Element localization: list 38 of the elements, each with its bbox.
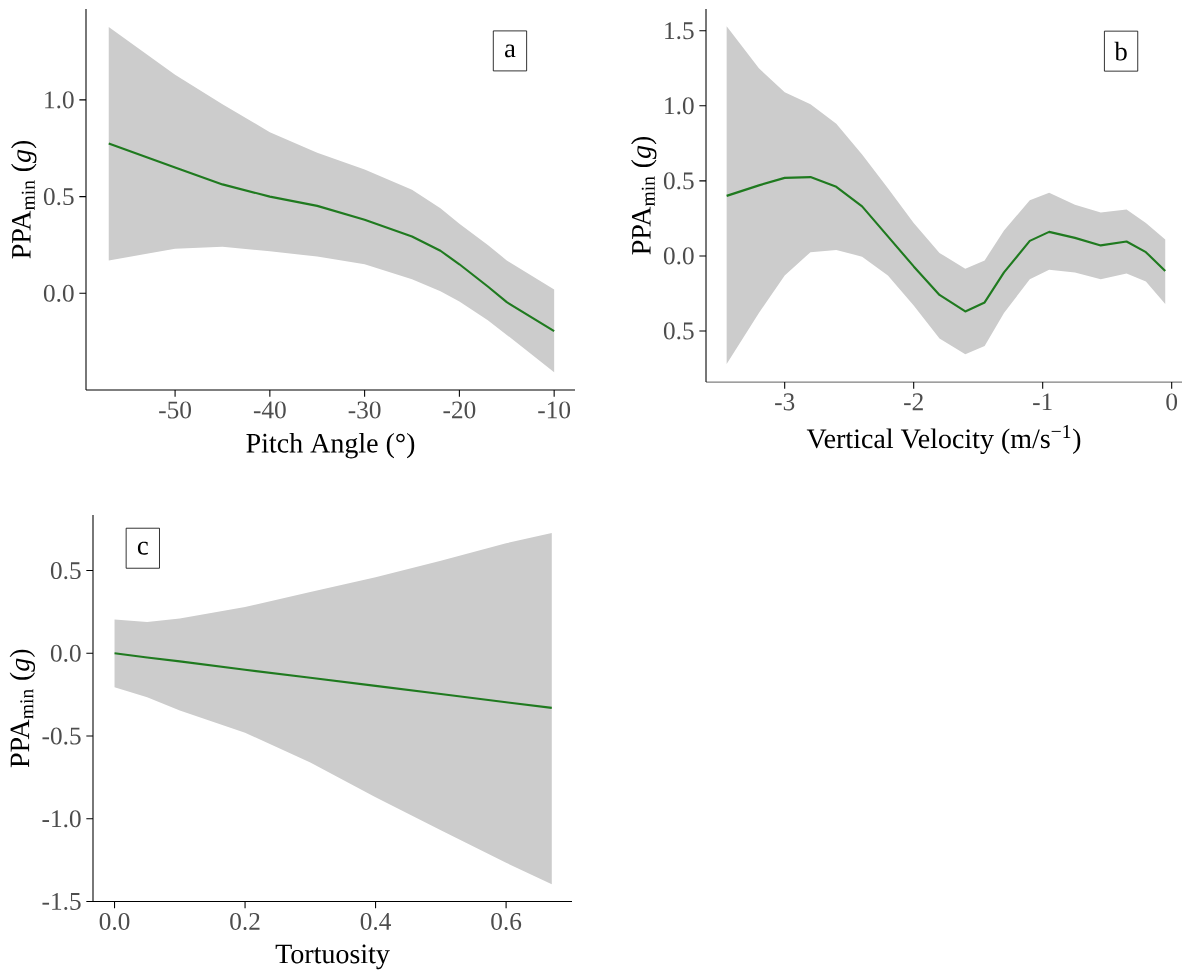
x-tick-label: -10 xyxy=(538,401,571,419)
annotation: b xyxy=(1114,41,1127,61)
x-tick-label: -1 xyxy=(1033,393,1052,411)
line-series xyxy=(107,142,556,333)
x-axis-title: Tortuosity xyxy=(275,944,390,970)
x-tick-label: -30 xyxy=(348,401,381,419)
x-tick-label: -2 xyxy=(904,393,923,411)
annotation: a xyxy=(504,44,516,58)
x-tick-label: -3 xyxy=(775,393,795,411)
y-tick-label: 1.0 xyxy=(45,91,74,109)
x-tick-label: 0.0 xyxy=(99,912,130,931)
x-tick-label: -40 xyxy=(253,401,286,419)
x-tick-label: 0.4 xyxy=(360,912,392,931)
y-tick-label: -0.5 xyxy=(42,727,81,745)
annotation: c xyxy=(137,541,148,555)
line-series xyxy=(113,652,553,709)
y-tick-label: 0.5 xyxy=(43,188,74,206)
y-tick-label: 0.0 xyxy=(50,644,81,662)
x-tick-label: -50 xyxy=(159,401,191,419)
y-axis-title: PPA$_{min}$ (g) xyxy=(631,136,657,255)
y-tick-label: 0.5 xyxy=(50,562,81,580)
y-tick-label: 1.0 xyxy=(665,97,694,115)
y-tick-label: 1.5 xyxy=(665,22,694,40)
y-tick-label: 0.0 xyxy=(43,284,74,302)
x-tick-label: 0 xyxy=(1166,393,1178,411)
x-axis-title: Vertical Velocity (m/s$^{−1}$) xyxy=(806,424,1081,454)
x-axis-title: Pitch Angle (°) xyxy=(246,432,415,459)
y-tick-label: 0.0 xyxy=(663,247,694,265)
x-tick-label: -20 xyxy=(443,401,476,419)
x-tick-label: 0.6 xyxy=(491,912,522,931)
y-tick-label: -1.5 xyxy=(42,892,81,911)
y-axis-title: PPA$_{min}$ (g) xyxy=(11,140,37,259)
y-tick-label: 0.5 xyxy=(663,322,694,340)
y-tick-label: -1.0 xyxy=(42,810,81,828)
y-tick-label: 0.5 xyxy=(663,172,694,190)
y-axis-title: PPA$_{min}$ (g) xyxy=(9,649,36,768)
line-series xyxy=(725,176,1167,313)
x-tick-label: 0.2 xyxy=(230,912,260,931)
